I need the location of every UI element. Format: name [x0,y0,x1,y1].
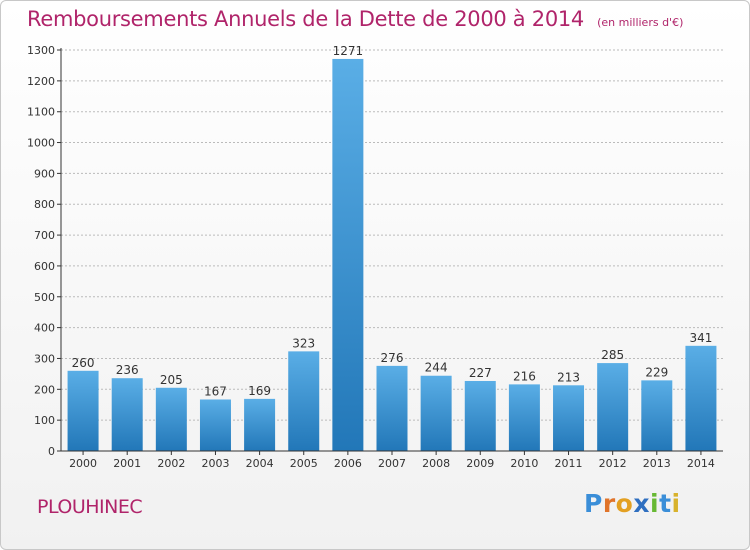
x-tick-label: 2003 [201,457,229,470]
bar-2002 [155,387,187,451]
x-tick-label: 2006 [334,457,362,470]
data-label: 236 [116,363,139,377]
logo-letter: o [615,489,634,518]
bar-2008 [420,375,452,451]
y-tick-label: 400 [34,322,55,335]
bar-2004 [244,398,276,451]
y-tick-label: 900 [34,167,55,180]
y-tick-label: 1000 [27,137,55,150]
y-tick-label: 1200 [27,75,55,88]
bar-2005 [288,351,320,451]
bar-2001 [111,378,143,451]
x-tick-label: 2011 [555,457,583,470]
bar-2006 [332,58,364,452]
bar-2013 [641,380,673,451]
x-tick-label: 2009 [466,457,494,470]
chart-title-main: Remboursements Annuels de la Dette de 20… [27,7,584,31]
y-tick-label: 500 [34,291,55,304]
logo-letter: r [602,489,616,518]
chart-title-unit: (en milliers d'€) [597,16,684,29]
data-label: 167 [204,384,227,398]
y-tick-label: 0 [48,445,55,458]
data-label: 244 [425,361,448,375]
data-label: 227 [469,366,492,380]
data-label: 205 [160,373,183,387]
data-label: 216 [513,369,536,383]
y-tick-label: 600 [34,260,55,273]
bar-2003 [199,399,231,451]
data-label: 341 [689,331,712,345]
x-tick-label: 2007 [378,457,406,470]
x-tick-label: 2010 [510,457,538,470]
data-label: 213 [557,370,580,384]
data-label: 323 [292,336,315,350]
y-tick-label: 1300 [27,44,55,57]
data-label: 229 [645,365,668,379]
data-label: 169 [248,384,271,398]
labels: 0 100 200 300 400 500 600 700 800 900 1000 1100 1200… [27,44,715,470]
axes [57,48,723,455]
x-tick-label: 2001 [113,457,141,470]
logo-letter: i [650,489,660,518]
x-tick-label: 2004 [246,457,274,470]
bar-2011 [553,385,585,451]
y-tick-label: 1100 [27,106,55,119]
bar-2014 [685,345,717,451]
logo-letter: i [671,489,681,518]
bar-2000 [67,370,99,451]
y-tick-label: 300 [34,352,55,365]
x-tick-label: 2012 [599,457,627,470]
x-tick-label: 2014 [687,457,715,470]
x-tick-label: 2008 [422,457,450,470]
bar-2007 [376,365,408,451]
chart-title: Remboursements Annuels de la Dette de 20… [27,7,683,31]
bar-2012 [597,363,629,451]
data-label: 1271 [333,44,364,58]
proxiti-logo: Proxiti [584,489,681,518]
y-tick-label: 700 [34,229,55,242]
logo-letter: t [659,489,672,518]
bar-2009 [464,380,496,451]
bars [67,58,717,452]
data-label: 276 [381,351,404,365]
x-tick-label: 2002 [157,457,185,470]
x-tick-label: 2005 [290,457,318,470]
logo-letter: x [633,489,650,518]
y-tick-label: 200 [34,383,55,396]
data-label: 260 [72,356,95,370]
y-tick-label: 100 [34,414,55,427]
x-tick-label: 2013 [643,457,671,470]
x-tick-label: 2000 [69,457,97,470]
bar-2010 [508,384,540,451]
commune-name: PLOUHINEC [37,496,143,518]
y-tick-label: 800 [34,198,55,211]
logo-letter: P [584,489,603,518]
data-label: 285 [601,348,624,362]
